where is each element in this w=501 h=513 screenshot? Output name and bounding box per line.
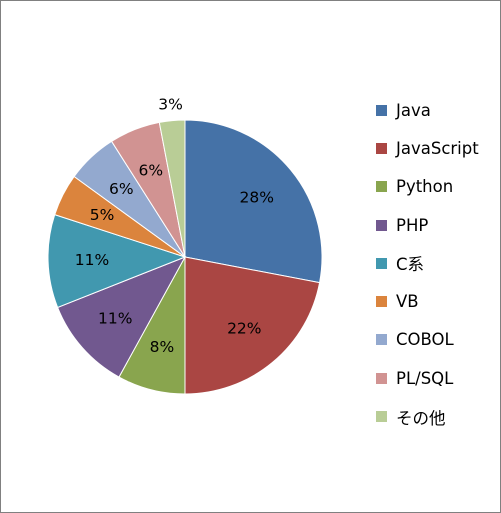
slice-label-1: 22% xyxy=(227,320,261,338)
legend-swatch xyxy=(376,372,387,384)
legend-item-0: Java xyxy=(376,91,479,129)
legend-item-2: Python xyxy=(376,168,479,206)
slice-label-7: 6% xyxy=(139,162,164,180)
slice-label-2: 8% xyxy=(150,338,175,356)
pie-slice-1 xyxy=(184,256,321,395)
slice-label-0: 28% xyxy=(239,189,273,207)
legend-label: PL/SQL xyxy=(396,368,454,388)
legend-item-8: その他 xyxy=(376,397,479,435)
legend-swatch xyxy=(376,219,387,231)
slice-label-8: 3% xyxy=(158,96,183,114)
legend-item-3: PHP xyxy=(376,206,479,244)
slice-label-6: 6% xyxy=(109,180,134,198)
legend-label: Python xyxy=(396,177,454,197)
legend-swatch xyxy=(376,104,387,116)
pie-slice-4 xyxy=(47,214,187,309)
pie-slice-3 xyxy=(56,256,187,378)
legend-item-7: PL/SQL xyxy=(376,359,479,397)
legend-item-4: C系 xyxy=(376,244,479,282)
legend-swatch xyxy=(376,142,387,154)
legend-label: JavaScript xyxy=(396,138,479,158)
legend-swatch xyxy=(376,257,387,269)
pie-slice-0 xyxy=(184,119,323,284)
legend-label: COBOL xyxy=(396,330,454,350)
legend-label: Java xyxy=(396,100,431,120)
legend: Java JavaScript Python PHP C系 VB COBOL PL/SQL その… xyxy=(376,91,479,436)
legend-swatch xyxy=(376,296,387,308)
legend-swatch xyxy=(376,334,387,346)
pie-slice-8 xyxy=(158,119,186,258)
legend-label: その他 xyxy=(396,408,446,428)
legend-item-6: COBOL xyxy=(376,321,479,359)
slice-label-5: 5% xyxy=(90,206,115,224)
slice-label-3: 11% xyxy=(98,310,132,328)
legend-swatch xyxy=(376,181,387,193)
legend-item-1: JavaScript xyxy=(376,129,479,167)
legend-label: PHP xyxy=(396,215,429,235)
legend-swatch xyxy=(376,411,387,423)
slice-label-4: 11% xyxy=(75,251,109,269)
legend-label: VB xyxy=(396,292,419,312)
legend-label: C系 xyxy=(396,255,425,275)
legend-item-5: VB xyxy=(376,282,479,320)
